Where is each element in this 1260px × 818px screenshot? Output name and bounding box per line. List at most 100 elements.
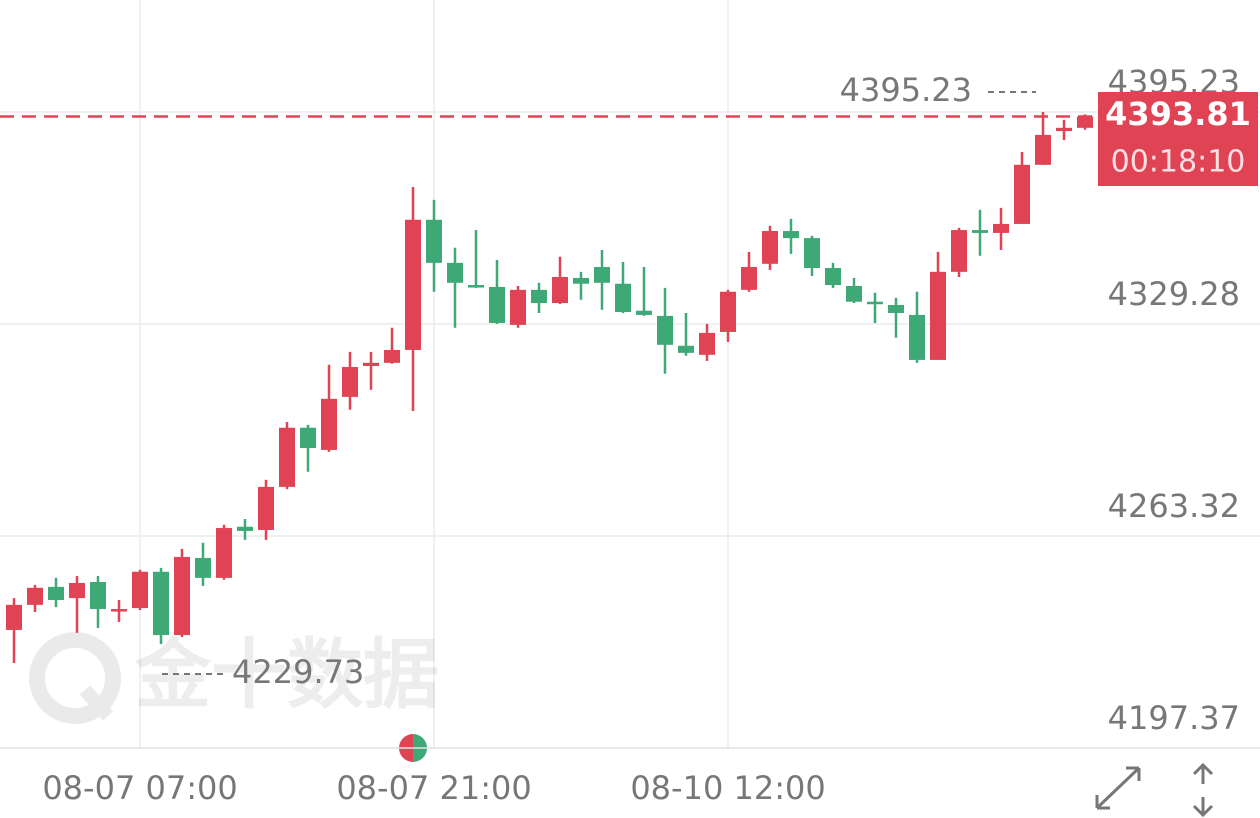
candle-body — [447, 262, 463, 283]
candle — [657, 287, 673, 374]
candle-body — [657, 315, 673, 345]
candle-body — [6, 604, 22, 630]
candle-body — [363, 362, 379, 367]
candle-body — [720, 291, 736, 332]
candle — [867, 292, 883, 323]
candle-body — [384, 349, 400, 363]
last-price-label: 4393.81 — [1105, 95, 1251, 133]
candle-body — [405, 219, 421, 350]
candle — [720, 289, 736, 342]
candle — [594, 249, 610, 310]
candle-body — [90, 582, 106, 610]
x-tick-label: 08-10 12:00 — [630, 769, 825, 807]
candle-body — [27, 587, 43, 605]
candle — [825, 262, 841, 288]
candle — [741, 251, 757, 292]
candle — [300, 424, 316, 472]
candle — [384, 327, 400, 364]
candle-body — [552, 276, 568, 304]
candle-body — [132, 571, 148, 609]
candle — [930, 251, 946, 360]
candle-body — [510, 289, 526, 325]
candle-body — [993, 223, 1009, 233]
countdown: 00:18:10 — [1111, 145, 1246, 180]
candle — [510, 285, 526, 328]
candle — [468, 230, 484, 288]
candle — [489, 259, 505, 324]
candle — [699, 323, 715, 361]
candle-body — [930, 271, 946, 360]
candle-body — [174, 556, 190, 636]
candle-body — [237, 526, 253, 531]
candle — [174, 548, 190, 638]
candle — [237, 519, 253, 540]
candle — [321, 364, 337, 452]
candle — [615, 261, 631, 313]
candle — [1056, 119, 1072, 141]
candle-body — [783, 231, 799, 239]
candle — [447, 247, 463, 328]
candle-body — [846, 285, 862, 302]
candle-body — [951, 230, 967, 272]
candle — [1035, 111, 1051, 165]
candle-body — [321, 398, 337, 450]
candle — [993, 207, 1009, 250]
candle-body — [48, 586, 64, 601]
candle — [279, 421, 295, 490]
candle-body — [468, 285, 484, 288]
candle — [888, 297, 904, 338]
candle-body — [825, 267, 841, 286]
candle-body — [195, 557, 211, 578]
candle — [405, 186, 421, 412]
candle-body — [300, 427, 316, 448]
candle — [6, 598, 22, 664]
candle — [846, 277, 862, 304]
candle-body — [762, 231, 778, 264]
x-tick-label: 08-07 21:00 — [336, 769, 531, 807]
candle — [258, 479, 274, 540]
candle-body — [1077, 116, 1093, 128]
candle — [909, 291, 925, 363]
candle-body — [531, 289, 547, 304]
candle — [27, 584, 43, 612]
min-label: 4229.73 — [232, 653, 364, 691]
candle-body — [69, 583, 85, 599]
candle-body — [615, 283, 631, 313]
candle — [69, 575, 85, 633]
candle-body — [342, 366, 358, 397]
candle — [48, 577, 64, 608]
candle-body — [699, 332, 715, 355]
candle-body — [804, 238, 820, 268]
candle — [363, 351, 379, 390]
candle-body — [909, 314, 925, 360]
candle-body — [489, 286, 505, 323]
candle — [531, 282, 547, 313]
candle — [972, 209, 988, 256]
y-tick-label: 4263.32 — [1108, 487, 1240, 525]
candle — [951, 227, 967, 277]
last-price-tag — [1098, 92, 1258, 186]
candle — [153, 567, 169, 644]
candle — [132, 569, 148, 611]
y-tick-label: 4197.37 — [1108, 699, 1240, 737]
candle-body — [111, 609, 127, 612]
candle-body — [426, 219, 442, 263]
candle-body — [153, 571, 169, 636]
scroll-icon[interactable] — [1192, 762, 1214, 818]
candle-body — [867, 301, 883, 305]
candle-body — [972, 230, 988, 233]
fullscreen-icon[interactable] — [1095, 766, 1141, 810]
candle — [573, 271, 589, 300]
candle-body — [216, 528, 232, 578]
candle-body — [279, 427, 295, 487]
candle — [804, 235, 820, 277]
candle-body — [573, 277, 589, 284]
candle — [1014, 151, 1030, 224]
candle — [216, 524, 232, 580]
max-label: 4395.23 — [840, 71, 972, 109]
candle-body — [594, 267, 610, 283]
candle — [678, 312, 694, 356]
y-tick-label: 4329.28 — [1108, 275, 1240, 313]
candle — [552, 256, 568, 304]
